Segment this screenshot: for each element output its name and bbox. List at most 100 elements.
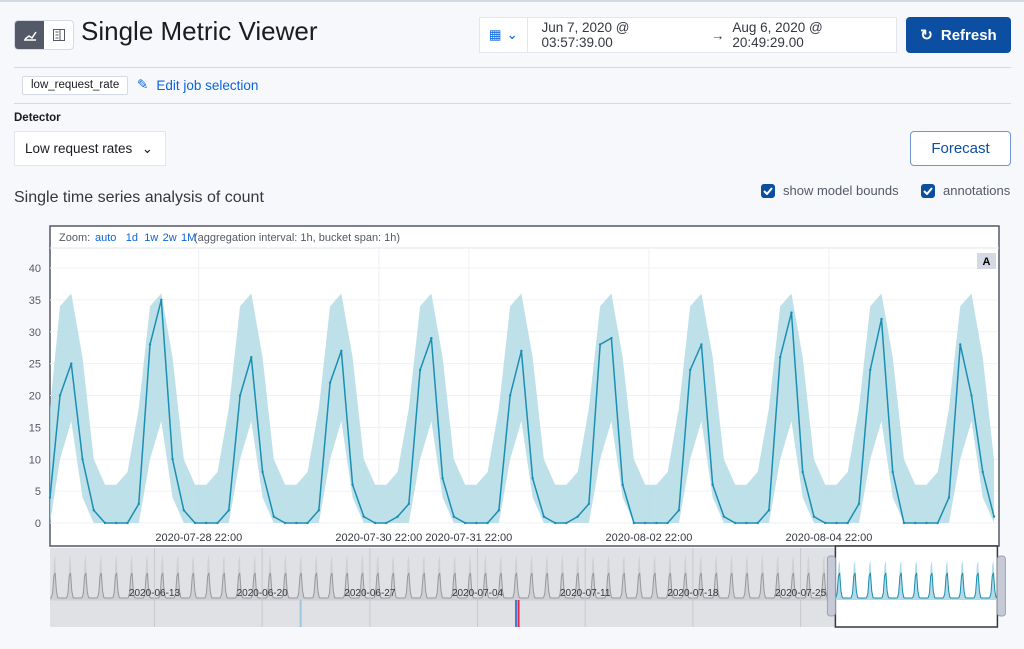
data-point[interactable]	[486, 521, 489, 525]
data-point[interactable]	[463, 521, 467, 525]
data-point[interactable]	[362, 515, 366, 518]
swimlane-marker[interactable]	[299, 600, 302, 627]
data-point[interactable]	[115, 521, 118, 525]
data-point[interactable]	[216, 521, 219, 525]
date-picker[interactable]: ▦ ⌄ Jun 7, 2020 @ 03:57:39.00 → Aug 6, 20…	[479, 17, 897, 53]
data-point[interactable]	[58, 394, 62, 397]
brush-handle-left[interactable]	[826, 555, 836, 617]
data-point[interactable]	[317, 509, 321, 512]
data-point[interactable]	[103, 521, 107, 525]
data-point[interactable]	[677, 509, 681, 512]
data-point[interactable]	[621, 483, 624, 486]
data-point[interactable]	[70, 362, 73, 365]
single-metric-viewer-icon[interactable]	[15, 21, 44, 49]
data-point[interactable]	[655, 521, 658, 525]
data-point[interactable]	[891, 470, 894, 474]
data-point[interactable]	[565, 521, 568, 525]
data-point[interactable]	[756, 521, 759, 525]
data-point[interactable]	[508, 394, 512, 397]
data-point[interactable]	[340, 349, 343, 353]
data-point[interactable]	[250, 356, 253, 359]
data-point[interactable]	[947, 496, 951, 499]
data-point[interactable]	[272, 515, 276, 518]
data-point[interactable]	[598, 343, 602, 346]
data-point[interactable]	[722, 515, 726, 518]
data-point[interactable]	[711, 483, 714, 486]
edit-job-selection-link[interactable]: ✎ Edit job selection	[137, 77, 258, 93]
data-point[interactable]	[959, 343, 962, 346]
data-point[interactable]	[576, 515, 579, 518]
anomaly-explorer-icon[interactable]	[44, 21, 73, 49]
data-point[interactable]	[992, 515, 996, 518]
annotations-checkbox[interactable]: annotations	[921, 183, 1010, 198]
data-point[interactable]	[846, 521, 849, 525]
refresh-button[interactable]: ↻ Refresh	[906, 17, 1011, 53]
quick-menu-button[interactable]: ▦ ⌄	[480, 18, 528, 52]
zoom-option-1w[interactable]: 1w	[144, 232, 158, 244]
data-point[interactable]	[643, 521, 647, 525]
data-point[interactable]	[666, 521, 669, 525]
data-point[interactable]	[688, 368, 692, 372]
swimlane-marker[interactable]	[514, 600, 517, 627]
data-point[interactable]	[553, 521, 557, 525]
data-point[interactable]	[193, 521, 197, 525]
data-point[interactable]	[542, 515, 546, 518]
data-point[interactable]	[857, 502, 861, 506]
data-point[interactable]	[824, 521, 827, 525]
data-point[interactable]	[981, 470, 984, 474]
data-point[interactable]	[385, 521, 388, 525]
data-point[interactable]	[520, 349, 523, 353]
data-point[interactable]	[587, 502, 591, 506]
data-point[interactable]	[137, 502, 140, 506]
data-point[interactable]	[767, 509, 771, 512]
data-point[interactable]	[925, 521, 928, 525]
data-point[interactable]	[205, 521, 208, 525]
data-point[interactable]	[531, 477, 534, 480]
zoom-option-2w[interactable]: 2w	[163, 232, 177, 244]
data-point[interactable]	[261, 470, 264, 474]
data-point[interactable]	[283, 521, 287, 525]
data-point[interactable]	[430, 336, 433, 340]
zoom-option-1M[interactable]: 1M	[181, 232, 196, 244]
data-point[interactable]	[227, 509, 230, 512]
data-point[interactable]	[418, 368, 422, 372]
data-point[interactable]	[126, 521, 129, 525]
data-point[interactable]	[148, 343, 152, 346]
data-point[interactable]	[801, 470, 804, 474]
data-point[interactable]	[306, 521, 309, 525]
view-toggle[interactable]	[14, 20, 74, 50]
data-point[interactable]	[441, 477, 444, 480]
data-point[interactable]	[48, 496, 52, 499]
data-point[interactable]	[452, 515, 456, 518]
swimlane-marker[interactable]	[517, 600, 520, 627]
data-point[interactable]	[914, 521, 917, 525]
zoom-option-1d[interactable]: 1d	[126, 232, 138, 244]
data-point[interactable]	[475, 521, 478, 525]
start-date[interactable]: Jun 7, 2020 @ 03:57:39.00	[541, 20, 630, 50]
data-point[interactable]	[745, 521, 748, 525]
data-point[interactable]	[632, 521, 636, 525]
data-point[interactable]	[733, 521, 737, 525]
data-point[interactable]	[880, 317, 883, 321]
data-point[interactable]	[790, 311, 793, 314]
data-point[interactable]	[160, 298, 163, 302]
data-point[interactable]	[610, 336, 613, 340]
data-point[interactable]	[778, 356, 782, 359]
data-point[interactable]	[869, 368, 872, 372]
data-point[interactable]	[902, 521, 906, 525]
end-date[interactable]: Aug 6, 2020 @ 20:49:29.00	[732, 20, 823, 50]
zoom-option-auto[interactable]: auto	[95, 232, 116, 244]
data-point[interactable]	[238, 394, 242, 397]
forecast-button[interactable]: Forecast	[910, 131, 1011, 166]
data-point[interactable]	[970, 394, 973, 397]
data-point[interactable]	[171, 458, 174, 461]
data-point[interactable]	[373, 521, 377, 525]
data-point[interactable]	[497, 509, 501, 512]
data-point[interactable]	[700, 343, 703, 346]
detector-select[interactable]: Low request rates ⌄	[14, 131, 166, 166]
data-point[interactable]	[407, 502, 411, 506]
data-point[interactable]	[936, 521, 939, 525]
data-point[interactable]	[92, 509, 95, 512]
data-point[interactable]	[812, 515, 816, 518]
